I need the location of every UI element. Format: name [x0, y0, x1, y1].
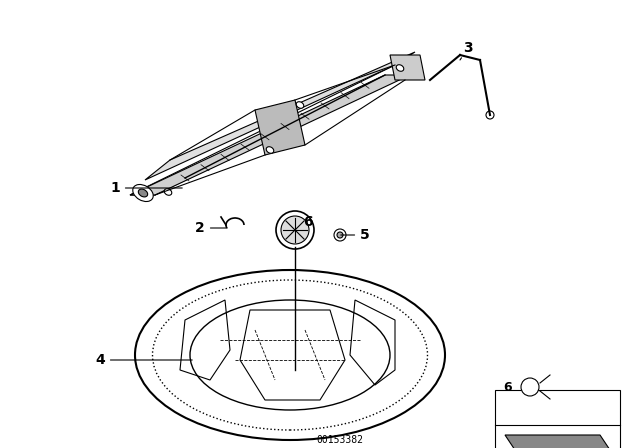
Polygon shape	[130, 75, 410, 195]
Ellipse shape	[334, 229, 346, 241]
Ellipse shape	[396, 65, 404, 71]
Bar	[495, 390, 620, 448]
Text: 3: 3	[460, 41, 473, 60]
Text: 00153382: 00153382	[317, 435, 364, 445]
Polygon shape	[390, 55, 425, 80]
Ellipse shape	[135, 270, 445, 440]
Text: 6: 6	[303, 215, 313, 229]
Ellipse shape	[164, 189, 172, 195]
Polygon shape	[145, 52, 415, 180]
Text: 1: 1	[110, 181, 182, 195]
Ellipse shape	[138, 189, 148, 197]
Ellipse shape	[266, 147, 274, 153]
Text: 4: 4	[95, 353, 192, 367]
Ellipse shape	[521, 378, 539, 396]
Ellipse shape	[337, 232, 343, 238]
Ellipse shape	[486, 111, 494, 119]
Polygon shape	[505, 435, 610, 448]
Text: 5: 5	[340, 228, 370, 242]
Text: 6: 6	[503, 380, 511, 393]
Polygon shape	[255, 100, 305, 155]
Ellipse shape	[296, 102, 304, 108]
Ellipse shape	[281, 216, 309, 244]
Ellipse shape	[276, 211, 314, 249]
Polygon shape	[130, 65, 420, 195]
Text: 2: 2	[195, 221, 227, 235]
Ellipse shape	[132, 185, 153, 202]
